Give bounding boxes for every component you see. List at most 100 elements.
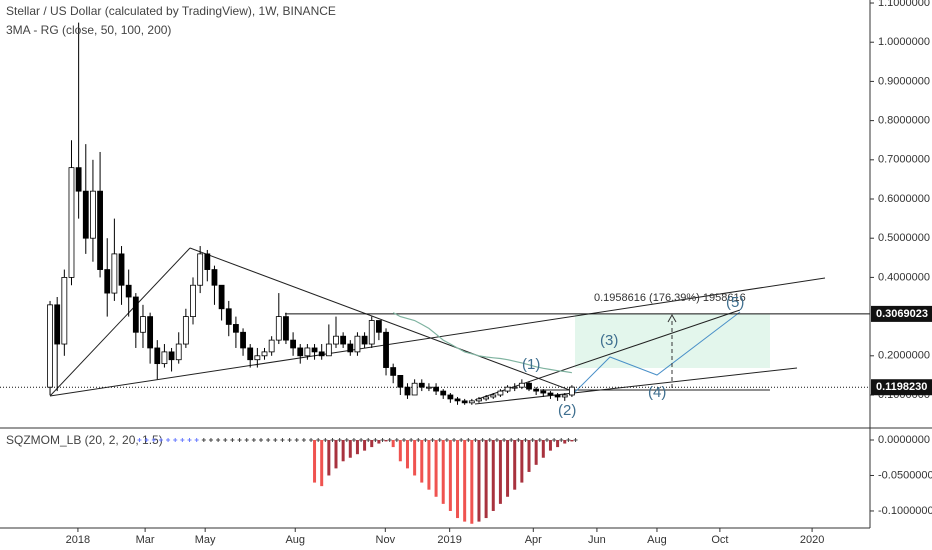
wave-label: (5) bbox=[726, 294, 744, 311]
candle-body bbox=[361, 335, 368, 345]
candle-body bbox=[190, 284, 196, 318]
momentum-bar bbox=[320, 439, 324, 487]
momentum-bar bbox=[377, 439, 381, 444]
candle-body bbox=[533, 388, 540, 392]
zero-cross bbox=[280, 437, 285, 442]
zero-cross bbox=[559, 437, 564, 442]
zero-cross bbox=[266, 437, 271, 442]
zero-cross bbox=[309, 437, 314, 442]
candle-body bbox=[118, 253, 125, 286]
zero-cross bbox=[394, 437, 399, 442]
candle-body bbox=[526, 382, 532, 390]
candle-body bbox=[497, 390, 504, 396]
zero-cross bbox=[301, 437, 306, 442]
zero-cross bbox=[444, 437, 449, 442]
x-tick-label: Nov bbox=[376, 534, 396, 546]
candle-body bbox=[518, 382, 525, 388]
price-tag-label: 0.3069023 bbox=[876, 308, 928, 320]
candle-body bbox=[568, 386, 575, 396]
oscillator-title: SQZMOM_LB (20, 2, 20, 1.5) bbox=[6, 433, 163, 447]
zero-cross bbox=[459, 437, 464, 442]
candle-body bbox=[168, 351, 175, 361]
momentum-bar bbox=[548, 439, 552, 451]
x-tick-label: Mar bbox=[136, 534, 155, 546]
candle-body bbox=[132, 296, 139, 333]
candle-body bbox=[383, 331, 389, 368]
candle-body bbox=[418, 382, 425, 388]
candle-body bbox=[275, 316, 282, 341]
candle-body bbox=[325, 343, 332, 357]
candle-body bbox=[225, 308, 232, 325]
zero-cross bbox=[380, 437, 385, 442]
candle-body bbox=[354, 335, 361, 353]
y-tick-label: 0.7000000 bbox=[878, 154, 930, 166]
momentum-bar bbox=[491, 439, 495, 511]
zero-cross bbox=[466, 437, 471, 442]
candle-body bbox=[182, 316, 189, 345]
candle-body bbox=[540, 390, 547, 394]
zero-cross bbox=[323, 437, 328, 442]
trendline bbox=[189, 247, 576, 393]
zero-cross bbox=[387, 437, 392, 442]
momentum-bar bbox=[363, 439, 367, 451]
zero-cross bbox=[509, 437, 514, 442]
zero-cross bbox=[494, 437, 499, 442]
momentum-bar bbox=[434, 439, 438, 497]
momentum-bar bbox=[527, 439, 531, 472]
momentum-bar bbox=[327, 439, 331, 476]
zero-cross bbox=[480, 437, 485, 442]
y-tick-label: 0.0000000 bbox=[878, 434, 930, 446]
wave-label: (2) bbox=[558, 402, 576, 419]
zero-cross bbox=[316, 437, 321, 442]
momentum-bar bbox=[541, 439, 545, 458]
candle-body bbox=[333, 335, 339, 345]
zero-cross bbox=[194, 437, 199, 442]
candle-body bbox=[454, 398, 461, 402]
x-tick-label: 2019 bbox=[437, 534, 461, 546]
y-tick-label: 0.2000000 bbox=[878, 350, 930, 362]
momentum-bar bbox=[463, 439, 467, 522]
candle-body bbox=[547, 392, 554, 396]
zero-cross bbox=[166, 437, 171, 442]
candle-body bbox=[90, 190, 96, 239]
momentum-bar bbox=[484, 439, 488, 519]
candle-body bbox=[304, 347, 311, 357]
momentum-bar bbox=[498, 439, 502, 504]
candle-body bbox=[390, 367, 397, 376]
candle-body bbox=[490, 394, 497, 398]
momentum-bar bbox=[506, 439, 510, 497]
zero-cross bbox=[487, 437, 492, 442]
moving-average bbox=[392, 312, 572, 374]
y-tick-label: 0.6000000 bbox=[878, 193, 930, 205]
zero-cross bbox=[230, 437, 235, 442]
candle-body bbox=[197, 253, 204, 286]
zero-cross bbox=[416, 437, 421, 442]
momentum-bar bbox=[470, 439, 474, 524]
zero-cross bbox=[244, 437, 249, 442]
candle-body bbox=[426, 386, 432, 389]
zero-cross bbox=[366, 437, 371, 442]
zero-cross bbox=[294, 437, 299, 442]
candle-body bbox=[204, 253, 211, 270]
momentum-bar bbox=[398, 439, 402, 462]
zero-cross bbox=[251, 437, 256, 442]
candle-body bbox=[290, 339, 296, 349]
zero-cross bbox=[337, 437, 342, 442]
zero-cross bbox=[473, 437, 478, 442]
candle-body bbox=[268, 339, 275, 353]
zero-cross bbox=[359, 437, 364, 442]
y-tick-label: 0.4000000 bbox=[878, 271, 930, 283]
momentum-bar bbox=[313, 439, 317, 483]
zero-cross bbox=[573, 437, 578, 442]
momentum-bar bbox=[370, 439, 374, 448]
zero-cross bbox=[151, 437, 156, 442]
zero-cross bbox=[401, 437, 406, 442]
candle-body bbox=[233, 324, 239, 333]
momentum-bar bbox=[427, 439, 431, 490]
candle-body bbox=[561, 394, 568, 398]
candle-body bbox=[247, 347, 254, 361]
candle-body bbox=[140, 316, 146, 333]
momentum-bar bbox=[441, 439, 445, 504]
candle-body bbox=[511, 386, 518, 389]
y-tick-label: 0.9000000 bbox=[878, 75, 930, 87]
